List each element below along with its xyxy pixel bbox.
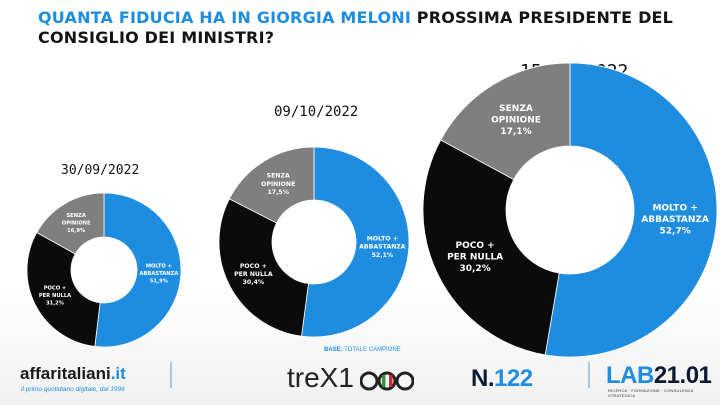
title-rest: PROSSIMA PRESIDENTE DEL CONSIGLIO DEI MI… [38, 8, 674, 47]
chart-3-slice-3 [440, 62, 571, 181]
issue-number: N.122 [471, 365, 533, 393]
chart-2-date: 09/10/2022 [274, 104, 359, 120]
title-highlight: QUANTA FIDUCIA HA IN GIORGIA MELONI [38, 8, 412, 27]
chart-3-label-1: MOLTO + ABBASTANZA 52,7% [641, 204, 709, 237]
footer-divider [170, 362, 172, 388]
chart-1-slice-2 [26, 231, 101, 347]
affaritaliani-dot: .it [110, 364, 126, 383]
chart-3-slice-1 [544, 62, 718, 358]
lab-tagline: RICERCA · FORMAZIONE · CONSULENZA STRATE… [608, 388, 694, 398]
affaritaliani-name: affaritaliani [20, 364, 111, 383]
chart-2-slice-2 [218, 198, 309, 337]
chart-2-slice-1 [301, 146, 410, 338]
base-value: TOTALE CAMPIONE [342, 347, 401, 353]
trex-circles-icon [360, 371, 414, 391]
chart-1-label-1: MOLTO + ABBASTANZA 51,9% [139, 264, 178, 285]
chart-1-slice-1 [94, 192, 182, 348]
affaritaliani-tagline: il primo quotidiano digitale, dal 1996 [21, 386, 125, 393]
lab2101-logo: LAB21.01 [606, 362, 712, 390]
chart-2-label-2: POCO + PER NULLA 30,4% [234, 263, 273, 286]
chart-1-date: 30/09/2022 [61, 163, 140, 178]
lab-number: 21.01 [653, 362, 712, 389]
chart-3-label-3: SENZA OPINIONE 17,1% [491, 104, 541, 137]
chart-1-label-2: POCO + PER NULLA 31,2% [39, 285, 71, 306]
chart-1-label-3: SENZA OPINIONE 16,9% [62, 213, 91, 234]
chart-3-slice-2 [422, 139, 560, 356]
chart-1-slice-3 [36, 192, 105, 255]
base-label: BASE: [324, 347, 343, 353]
chart-3-label-2: POCO + PER NULLA 30,2% [447, 241, 503, 274]
issue-prefix: N. [471, 365, 495, 392]
page-title: QUANTA FIDUCIA HA IN GIORGIA MELONI PROS… [38, 8, 708, 48]
issue-value: 122 [494, 365, 533, 392]
chart-2-label-1: MOLTO + ABBASTANZA 52,1% [359, 235, 406, 258]
chart-2-label-3: SENZA OPINIONE 17,5% [261, 173, 295, 196]
lab-prefix: LAB [606, 362, 654, 389]
affaritaliani-logo: affaritaliani.it [20, 364, 126, 384]
footer-divider-right [588, 362, 590, 388]
trex-logo: treX1 [287, 362, 354, 393]
base-note: BASE: TOTALE CAMPIONE [324, 347, 401, 353]
chart-2-slice-3 [228, 146, 315, 224]
